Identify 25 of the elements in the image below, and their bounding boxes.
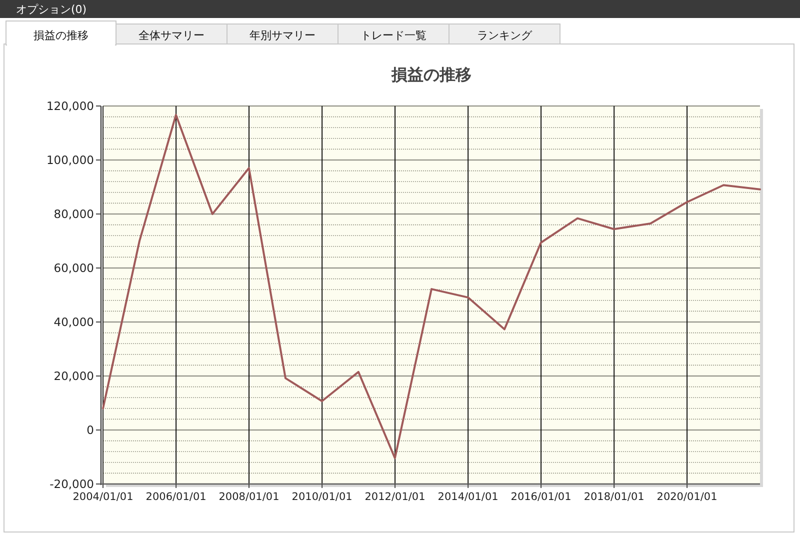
x-tick-label: 2016/01/01: [510, 491, 572, 503]
x-tick-label: 2020/01/01: [656, 491, 718, 503]
x-tick-label: 2004/01/01: [72, 491, 134, 503]
text: オプション(0): [16, 3, 87, 16]
text: ランキング: [477, 29, 533, 42]
y-tick-label: -20,000: [50, 477, 94, 491]
x-tick-label: 2018/01/01: [584, 491, 644, 503]
y-tick-label: 80,000: [54, 207, 94, 221]
text: 全体サマリー: [138, 29, 204, 42]
line-series: [102, 114, 761, 460]
text: 損益の推移: [34, 29, 88, 42]
x-tick-label: 2010/01/01: [292, 491, 352, 503]
y-tick-label: 0: [86, 423, 94, 437]
x-tick-label: 2006/01/01: [146, 491, 206, 503]
y-tick-label: 60,000: [54, 261, 94, 275]
y-tick-label: 20,000: [54, 369, 94, 383]
text: トレード一覧: [360, 29, 426, 42]
chart-title: 損益の推移: [390, 65, 472, 84]
x-tick-label: 2012/01/01: [364, 491, 426, 503]
text: 年別サマリー: [250, 29, 316, 42]
x-tick-label: 2014/01/01: [438, 491, 498, 503]
y-tick-label: 100,000: [46, 153, 94, 167]
y-tick-label: 120,000: [46, 99, 94, 113]
y-tick-label: 40,000: [54, 315, 94, 329]
x-tick-label: 2008/01/01: [218, 491, 280, 503]
